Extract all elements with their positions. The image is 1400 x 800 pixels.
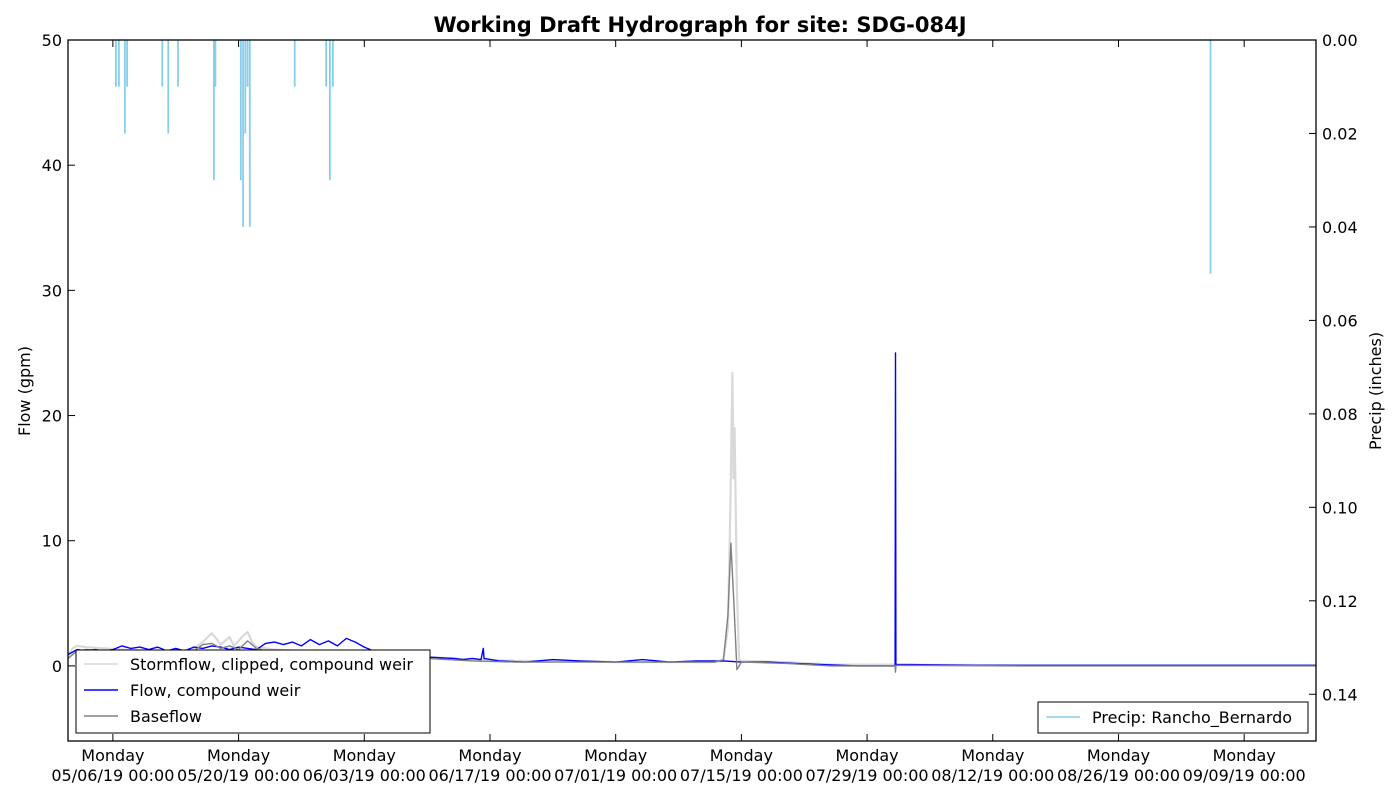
legend-label-0: Stormflow, clipped, compound weir (130, 655, 413, 674)
x-tick-label-day-5: Monday (710, 746, 773, 765)
chart-title: Working Draft Hydrograph for site: SDG-0… (433, 13, 966, 37)
x-tick-label-day-8: Monday (1087, 746, 1150, 765)
y-tick-label-4: 40 (42, 156, 62, 175)
legend-label-1: Flow, compound weir (130, 681, 301, 700)
x-tick-label-day-7: Monday (961, 746, 1024, 765)
y-tick-label-3: 30 (42, 281, 62, 300)
y2-tick-label-4: 0.08 (1322, 405, 1358, 424)
x-tick-label-day-9: Monday (1213, 746, 1276, 765)
x-tick-label-date-2: 06/03/19 00:00 (303, 766, 426, 785)
series-3 (114, 40, 1212, 274)
x-tick-label-day-2: Monday (333, 746, 396, 765)
x-tick-label-date-0: 05/06/19 00:00 (51, 766, 174, 785)
y-tick-label-5: 50 (42, 31, 62, 50)
x-tick-label-date-8: 08/26/19 00:00 (1057, 766, 1180, 785)
x-tick-label-date-5: 07/15/19 00:00 (680, 766, 803, 785)
x-tick-label-date-7: 08/12/19 00:00 (931, 766, 1054, 785)
y-tick-label-2: 20 (42, 407, 62, 426)
x-tick-label-date-1: 05/20/19 00:00 (177, 766, 300, 785)
x-tick-label-date-6: 07/29/19 00:00 (806, 766, 929, 785)
y-axis-label: Flow (gpm) (15, 346, 34, 436)
x-tick-label-day-1: Monday (207, 746, 270, 765)
legend-layer: Stormflow, clipped, compound weir Flow, c… (75, 649, 1309, 734)
flow-legend: Stormflow, clipped, compound weir Flow, c… (75, 649, 431, 734)
flow-legend-box (75, 649, 431, 734)
x-tick-label-date-3: 06/17/19 00:00 (428, 766, 551, 785)
x-tick-label-day-4: Monday (584, 746, 647, 765)
y2-tick-label-3: 0.06 (1322, 311, 1358, 330)
precip-legend: Precip: Rancho_Bernardo (1037, 701, 1309, 734)
legend-label-2: Baseflow (130, 707, 202, 726)
y2-tick-label-2: 0.04 (1322, 218, 1358, 237)
y2-tick-label-1: 0.02 (1322, 124, 1358, 143)
x-tick-label-day-3: Monday (458, 746, 521, 765)
x-tick-label-date-4: 07/01/19 00:00 (554, 766, 677, 785)
y2-tick-label-7: 0.14 (1322, 685, 1358, 704)
x-tick-label-day-6: Monday (835, 746, 898, 765)
y-tick-label-0: 0 (52, 657, 62, 676)
axes-layer: 0 10 20 30 40 50 0.00 0.02 0.04 0.06 0.08 0.10 0.12 0… (42, 31, 1358, 785)
y2-tick-label-6: 0.12 (1322, 592, 1358, 611)
legend-precip-label-0: Precip: Rancho_Bernardo (1092, 708, 1292, 728)
y2-tick-label-5: 0.10 (1322, 498, 1358, 517)
x-tick-label-day-0: Monday (81, 746, 144, 765)
y2-tick-label-0: 0.00 (1322, 31, 1358, 50)
precip-legend-box (1037, 701, 1309, 734)
y-tick-label-1: 10 (42, 532, 62, 551)
y2-axis-label: Precip (inches) (1366, 332, 1385, 450)
plot-frame (67, 39, 1317, 742)
x-tick-label-date-9: 09/09/19 00:00 (1183, 766, 1306, 785)
